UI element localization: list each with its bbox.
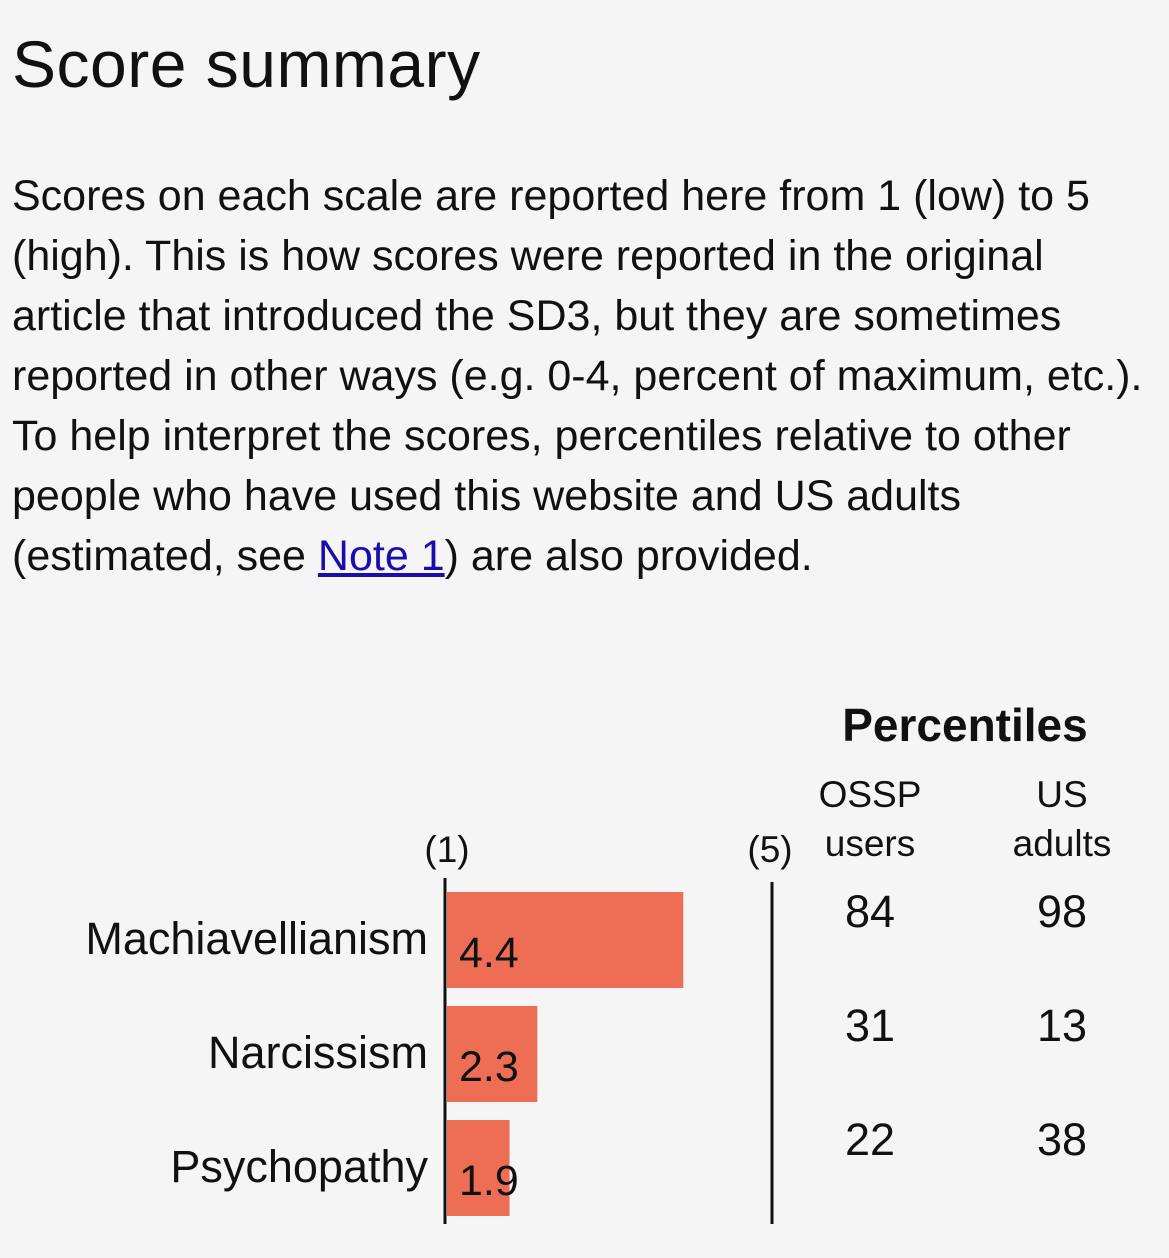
bars-layer: Machiavellianism 4.4 Narcissism 2.3 Psychopa…	[85, 892, 684, 1216]
bar-narcissism	[447, 1006, 538, 1102]
percentile-col-ossp-header-line2: users	[825, 823, 915, 864]
intro-paragraph: Scores on each scale are reported here f…	[12, 166, 1152, 586]
percentile-values: 84 98 31 13 22 38	[845, 886, 1087, 1165]
percentile-value-ossp-psychopathy: 22	[845, 1114, 895, 1165]
bar-psychopathy	[447, 1120, 510, 1216]
intro-text: Scores on each scale are reported here f…	[12, 172, 1143, 580]
percentile-value-ossp-machiavellianism: 84	[845, 886, 895, 937]
bar-value-label-psychopathy: 1.9	[459, 1157, 519, 1205]
category-label-narcissism: Narcissism	[208, 1027, 428, 1078]
bar-value-label-narcissism: 2.3	[459, 1043, 519, 1091]
bar-value-label-machiavellianism: 4.4	[459, 929, 519, 977]
axis-min-label: (1)	[424, 829, 469, 870]
page-title: Score summary	[12, 27, 481, 101]
percentiles-title: Percentiles	[842, 699, 1087, 751]
percentile-value-us-narcissism: 13	[1037, 1000, 1087, 1051]
percentile-col-us-header-line2: adults	[1013, 823, 1112, 864]
note-1-link[interactable]: Note 1	[317, 532, 445, 580]
intro-text-end: ) are also provided.	[444, 532, 813, 580]
percentile-value-us-machiavellianism: 98	[1037, 886, 1087, 937]
percentile-col-ossp-header-line1: OSSP	[819, 774, 922, 815]
bar-machiavellianism	[447, 892, 684, 988]
category-label-psychopathy: Psychopathy	[170, 1141, 428, 1192]
category-label-machiavellianism: Machiavellianism	[85, 913, 428, 964]
percentile-col-us-header-line1: US	[1036, 774, 1087, 815]
axis-max-label: (5)	[747, 829, 792, 870]
percentile-value-ossp-narcissism: 31	[845, 1000, 895, 1051]
percentile-value-us-psychopathy: 38	[1037, 1114, 1087, 1165]
